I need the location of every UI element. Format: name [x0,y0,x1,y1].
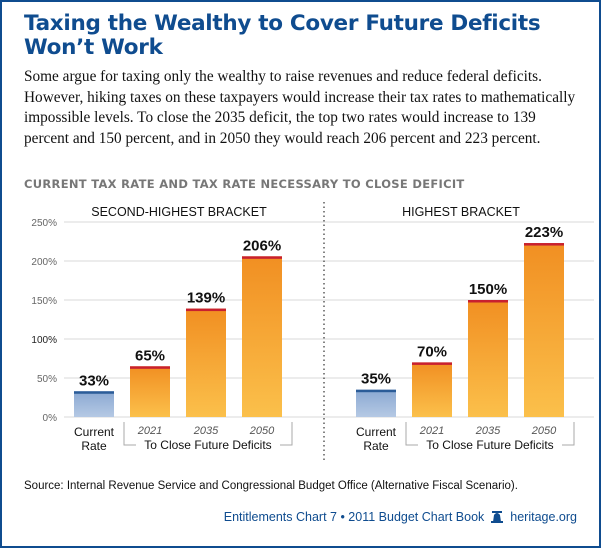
x-tick-label: 2050 [531,425,557,437]
y-tick-label: 150% [31,296,57,307]
x-tick-label: Current [356,425,397,439]
x-tick-label: 2035 [193,425,219,437]
data-label: 33% [79,372,109,389]
footer-site[interactable]: heritage.org [510,510,577,524]
data-label: 206% [243,237,281,254]
data-label: 70% [417,343,447,360]
source-text: Internal Revenue Service and Congression… [66,480,518,492]
x-tick-label: Current [74,425,115,439]
liberty-bell-icon [491,510,504,523]
data-label: 223% [525,224,563,241]
chart-heading: CURRENT TAX RATE AND TAX RATE NECESSARY … [24,177,465,191]
y-tick-label: 0% [43,413,58,424]
group-label: To Close Future Deficits [426,438,553,452]
bar-cap [130,366,170,369]
y-tick-label: 50% [37,374,57,385]
data-label: 65% [135,347,165,364]
future-rate-bar [242,256,282,417]
panel-title: SECOND-HIGHEST BRACKET [91,205,267,219]
group-bracket [123,422,293,446]
group-bracket [405,422,575,446]
page-title: Taxing the Wealthy to Cover Future Defic… [24,11,541,60]
intro-text: Some argue for taxing only the wealthy t… [24,68,576,147]
x-tick-label: 2021 [137,425,162,437]
future-rate-bar [524,243,564,417]
data-label: 35% [361,371,391,388]
y-tick-label: 200% [31,257,57,268]
bar-cap [356,389,396,393]
current-rate-bar [74,391,114,417]
bar-cap [186,308,226,312]
y-tick-label: 100% [31,335,57,346]
source-label: Source: [24,480,64,492]
x-tick-label: 2021 [419,425,444,437]
data-label: 150% [469,281,507,298]
y-tick-label: 250% [31,218,57,229]
panel-title: HIGHEST BRACKET [402,205,520,219]
current-rate-bar [356,389,396,417]
bar-cap [242,256,282,259]
future-rate-bar [186,308,226,417]
future-rate-bar [468,300,508,417]
x-tick-label: Rate [363,439,389,453]
bar-cap [412,362,452,365]
bar-cap [468,300,508,303]
source-note: Source: Internal Revenue Service and Con… [24,480,518,492]
bar-cap [74,391,114,394]
future-rate-bar [412,362,452,417]
bar-chart: 0% 50% 100% 150% 200% 250% SECOND-HIGHEST BRA… [31,202,594,462]
footer: Entitlements Chart 7 • 2011 Budget Chart… [224,510,577,524]
footer-text: Entitlements Chart 7 • 2011 Budget Chart… [223,510,485,524]
bar-cap [524,243,564,246]
x-tick-label: 2050 [249,425,275,437]
future-rate-bar [130,366,170,417]
group-label: To Close Future Deficits [144,438,271,452]
data-label: 139% [187,290,225,307]
x-tick-label: 2035 [475,425,501,437]
x-tick-label: Rate [81,439,107,453]
